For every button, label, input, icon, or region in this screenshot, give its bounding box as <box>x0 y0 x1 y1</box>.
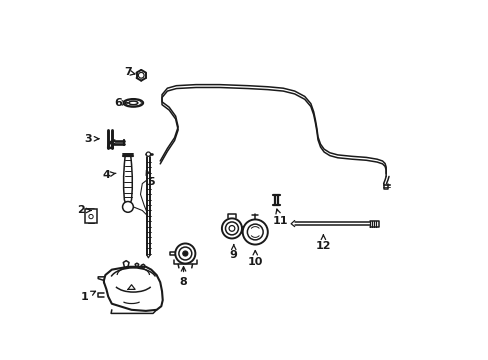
Circle shape <box>247 224 263 240</box>
Text: 4: 4 <box>102 170 116 180</box>
Text: 7: 7 <box>124 67 135 77</box>
Circle shape <box>222 219 242 238</box>
Circle shape <box>242 220 267 244</box>
Text: 10: 10 <box>247 251 263 267</box>
Text: 11: 11 <box>272 209 287 226</box>
Circle shape <box>228 226 234 231</box>
Text: 3: 3 <box>84 134 99 144</box>
Text: 9: 9 <box>229 244 237 260</box>
Circle shape <box>138 72 144 78</box>
Circle shape <box>183 251 187 256</box>
Circle shape <box>89 215 93 219</box>
Circle shape <box>146 152 150 156</box>
Text: 12: 12 <box>315 235 330 251</box>
Circle shape <box>175 243 195 264</box>
Text: 5: 5 <box>146 171 155 187</box>
Ellipse shape <box>128 101 138 105</box>
Ellipse shape <box>123 99 143 107</box>
Text: 8: 8 <box>179 267 187 287</box>
Text: 6: 6 <box>114 98 127 108</box>
Text: 1: 1 <box>81 291 95 302</box>
Text: 2: 2 <box>77 206 91 216</box>
Circle shape <box>225 222 238 235</box>
Circle shape <box>179 247 191 260</box>
Circle shape <box>122 202 133 212</box>
FancyBboxPatch shape <box>84 210 97 223</box>
